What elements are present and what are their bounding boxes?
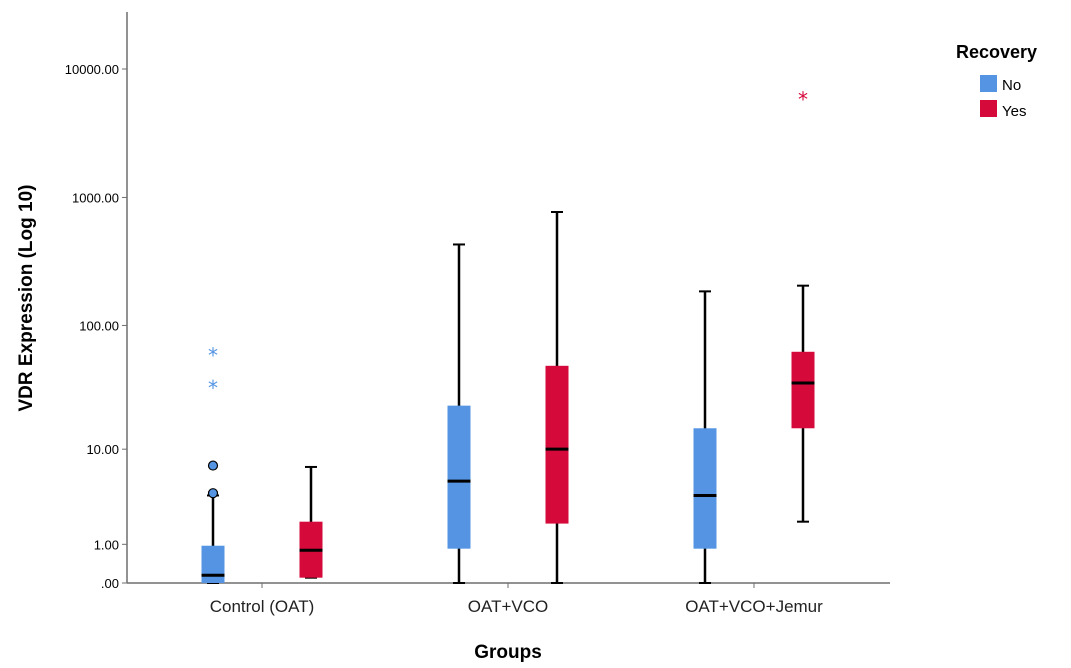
outlier-extreme: * [208,344,218,368]
x-tick-label: OAT+VCO [468,597,548,616]
box [202,546,225,583]
outlier-extreme: * [798,87,808,111]
legend-title: Recovery [956,42,1037,62]
box [546,366,569,524]
box [694,428,717,548]
y-tick-label: 100.00 [79,318,119,333]
box [792,352,815,428]
legend-swatch-no [980,75,997,92]
x-axis-title: Groups [474,642,542,663]
x-tick-label: OAT+VCO+Jemur [685,597,823,616]
outlier-extreme: * [208,376,218,400]
y-tick-label: 10.00 [86,442,119,457]
outlier-circle [209,489,218,498]
y-tick-label: 10000.00 [65,62,119,77]
outlier-circle [209,461,218,470]
box [448,406,471,549]
y-axis-title: VDR Expression (Log 10) [16,185,37,412]
x-tick-label: Control (OAT) [210,597,315,616]
legend: Recovery No Yes [956,42,1037,120]
y-tick-label: 1.00 [94,537,119,552]
legend-label-no: No [1002,77,1021,94]
y-tick-label: 1000.00 [72,190,119,205]
y-tick-label: .00 [101,576,119,591]
legend-label-yes: Yes [1002,103,1026,120]
legend-swatch-yes [980,100,997,117]
